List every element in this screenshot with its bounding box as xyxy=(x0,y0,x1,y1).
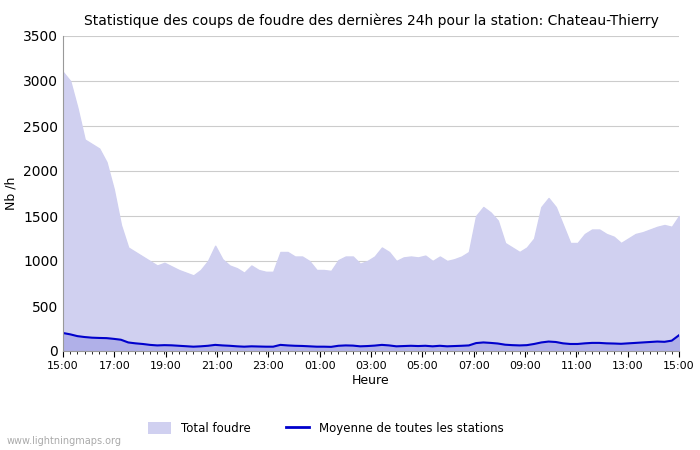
X-axis label: Heure: Heure xyxy=(352,374,390,387)
Title: Statistique des coups de foudre des dernières 24h pour la station: Chateau-Thier: Statistique des coups de foudre des dern… xyxy=(83,14,659,28)
Text: www.lightningmaps.org: www.lightningmaps.org xyxy=(7,436,122,446)
Y-axis label: Nb /h: Nb /h xyxy=(4,177,18,210)
